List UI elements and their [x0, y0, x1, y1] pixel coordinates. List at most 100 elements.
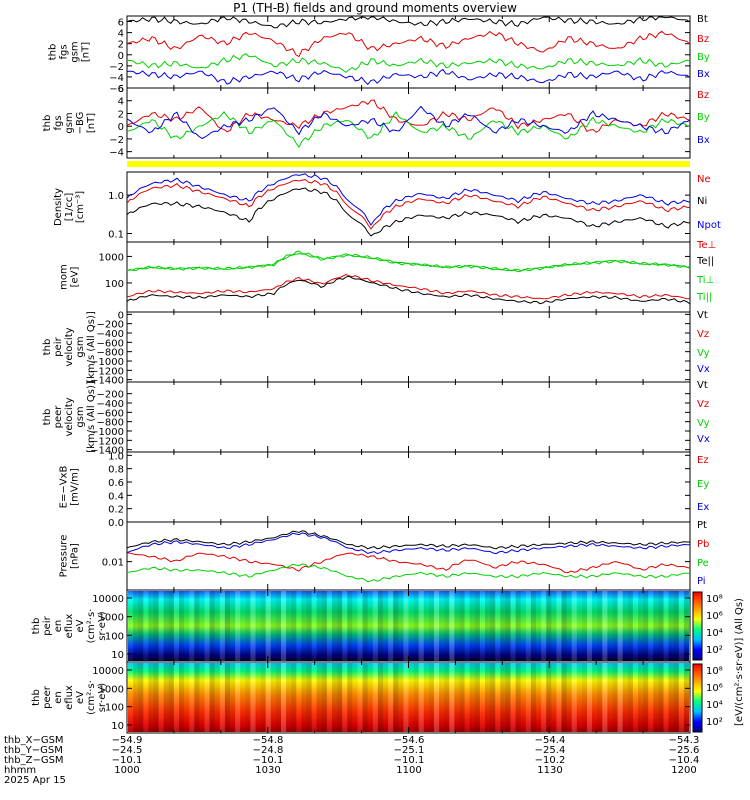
- spectrogram-column: [602, 663, 608, 732]
- spectrogram-column: [551, 663, 557, 732]
- spectrogram-column: [342, 591, 348, 661]
- time-axis-value: −24.8: [252, 745, 284, 756]
- spectrogram-column: [388, 663, 394, 732]
- spectrogram-column: [617, 591, 623, 661]
- spectrogram-column: [214, 591, 220, 661]
- spectrogram-column: [592, 663, 598, 732]
- y-axis-label: gsm: [64, 112, 75, 133]
- spectrogram-column: [607, 663, 613, 732]
- spectrogram-column: [163, 591, 169, 661]
- legend-entry: Bx: [697, 135, 710, 146]
- spectrogram-column: [602, 591, 608, 661]
- y-tick-label: 100: [105, 631, 124, 642]
- spectrogram-column: [265, 591, 271, 661]
- colorbar-tick: 10⁶: [706, 683, 723, 694]
- y-axis-label: (cm²·s·: [86, 609, 97, 644]
- spectrogram-column: [281, 663, 287, 732]
- spectrogram-column: [541, 663, 547, 732]
- spectrogram-column: [587, 663, 593, 732]
- spectrogram-column: [485, 663, 491, 732]
- panel-density: Density [1/cc] [cm⁻³] 1.0 0.1 Ne Ni Npot: [53, 171, 721, 243]
- time-axis-value: 1030: [255, 765, 281, 776]
- spectrogram-column: [148, 663, 154, 732]
- spectrogram-column: [326, 663, 332, 732]
- y-tick-label: −1200: [90, 436, 124, 447]
- spectrogram-column: [219, 591, 225, 661]
- spectrogram-column: [459, 591, 465, 661]
- spectrogram-column: [643, 591, 649, 661]
- spectrogram-column: [541, 591, 547, 661]
- spectrogram-column: [449, 591, 455, 661]
- spectrogram-column: [678, 591, 684, 661]
- series-line-Ni: [126, 187, 691, 237]
- colorbar-tick: 10⁶: [706, 611, 723, 622]
- y-tick-label: −400: [97, 329, 124, 340]
- legend-entry: Vt: [697, 310, 708, 321]
- legend-entry: Pb: [697, 539, 709, 550]
- spectrogram-column: [357, 591, 363, 661]
- time-axis-value: −10.2: [534, 755, 566, 766]
- spectrogram-column: [321, 663, 327, 732]
- y-tick-label: −800: [97, 348, 124, 359]
- y-axis-label: thb: [31, 689, 42, 706]
- y-axis-label: [nT]: [86, 113, 97, 133]
- spectrogram-column: [306, 591, 312, 661]
- spectrogram-column: [663, 591, 669, 661]
- y-axis-label: fgs: [53, 115, 64, 130]
- time-axis-value: 1200: [671, 765, 697, 776]
- panel-frame: [126, 521, 691, 591]
- time-axis-value: −54.8: [252, 735, 284, 746]
- time-axis-value: −54.4: [534, 735, 566, 746]
- spectrogram-column: [439, 663, 445, 732]
- y-tick-label: 1.0: [108, 451, 124, 462]
- spectrogram-column: [250, 663, 256, 732]
- y-tick-label: −800: [97, 418, 124, 429]
- spectrogram-column: [581, 591, 587, 661]
- spectrogram-image: [128, 663, 689, 732]
- panel-peer_spectrogram: thb peer en eflux eV (cm²·s· sr·eV) 10000 1000 10…: [31, 661, 691, 734]
- spectrogram-column: [352, 591, 358, 661]
- time-axis-value: −24.5: [111, 745, 143, 756]
- panel-peir_velocity: thb peir velocity gsm [km/s (All Qs)] 0−200−4…: [42, 310, 710, 387]
- spectrogram-column: [235, 591, 241, 661]
- spectrogram-column: [505, 591, 511, 661]
- spectrogram-column: [153, 591, 159, 661]
- spectrogram-column: [332, 591, 338, 661]
- y-axis-label: eflux: [64, 614, 75, 639]
- spectrogram-column: [332, 663, 338, 732]
- y-tick-label: 6: [118, 18, 124, 29]
- spectrogram-column: [510, 663, 516, 732]
- time-axis-value: 1000: [114, 765, 140, 776]
- spectrogram-column: [367, 591, 373, 661]
- spectrogram-column: [530, 663, 536, 732]
- legend-entry: Vz: [697, 399, 709, 410]
- spectrogram-column: [546, 591, 552, 661]
- spectrogram-column: [632, 663, 638, 732]
- spectrogram-column: [184, 663, 190, 732]
- legend-entry: Npot: [697, 220, 721, 231]
- y-axis-label: eflux: [64, 685, 75, 710]
- spectrogram-column: [525, 663, 531, 732]
- spectrogram-column: [490, 591, 496, 661]
- time-axis-value: −54.9: [111, 735, 143, 746]
- y-axis-label: thb: [42, 339, 53, 356]
- spectrogram-column: [291, 663, 297, 732]
- y-axis-label: [nT]: [81, 42, 92, 62]
- y-tick-label: 100: [105, 703, 124, 714]
- spectrogram-column: [500, 663, 506, 732]
- series-line-Npot: [126, 173, 691, 226]
- spectrogram-column: [587, 591, 593, 661]
- y-tick-label: 4: [118, 97, 124, 108]
- y-tick-label: 1.0: [108, 191, 124, 202]
- time-axis-row-label: thb_Z−GSM: [4, 755, 64, 766]
- legend-entry: Pt: [697, 520, 707, 531]
- time-axis-value: −25.4: [534, 745, 566, 756]
- y-tick-label: 100: [105, 279, 124, 290]
- y-axis-label: [km/s (All Qs)]: [86, 311, 97, 383]
- spectrogram-column: [301, 663, 307, 732]
- spectrogram-column: [403, 663, 409, 732]
- spectrogram-column: [413, 663, 419, 732]
- spectrogram-column: [301, 591, 307, 661]
- y-tick-label: 1000: [99, 252, 124, 263]
- spectrogram-column: [653, 591, 659, 661]
